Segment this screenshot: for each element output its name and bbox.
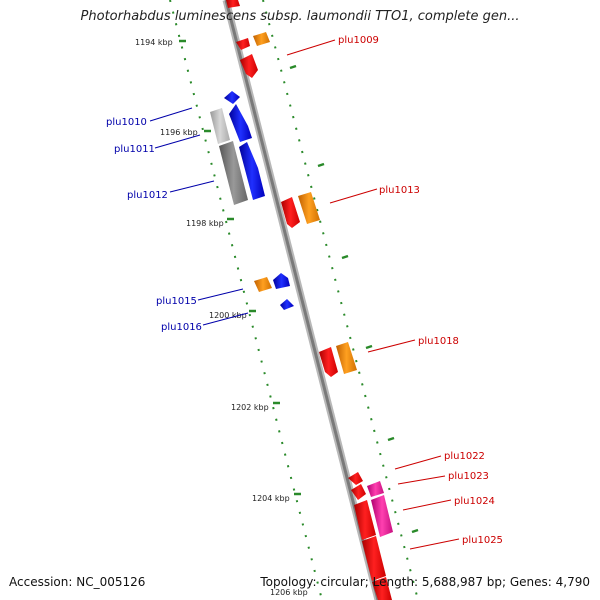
gene-arrow-plu1018-orange[interactable] [336, 342, 357, 374]
gene-arrow-blue-small[interactable] [224, 91, 240, 104]
gene-label-plu1015[interactable]: plu1015 [156, 296, 197, 307]
gene-arrow-plu1018-red[interactable] [319, 347, 338, 377]
gene-label-plu1013[interactable]: plu1013 [379, 185, 420, 196]
gene-label-plu1009[interactable]: plu1009 [338, 35, 379, 46]
reverse-strand-genes [210, 91, 294, 310]
label-leader-lines [149, 39, 460, 550]
gene-arrow-plu1011[interactable] [239, 142, 265, 200]
gene-arrow-plu1022[interactable] [348, 472, 363, 485]
gene-arrow-orange[interactable] [253, 32, 270, 46]
gene-label-plu1024[interactable]: plu1024 [454, 496, 495, 507]
outer-tick-track [169, 0, 419, 600]
kbp-label-1196: 1196 kbp [160, 128, 198, 137]
kbp-labels: 1194 kbp 1196 kbp 1198 kbp 1200 kbp 1202… [135, 38, 308, 597]
gene-arrow-plu1024-magenta[interactable] [371, 495, 393, 537]
gene-label-plu1018[interactable]: plu1018 [418, 336, 459, 347]
gene-arrow-plu1013-orange[interactable] [298, 192, 320, 224]
gene-arrow-red[interactable] [236, 38, 250, 50]
gene-arrow-plu1024-magenta-small[interactable] [367, 481, 384, 497]
accession-text: Accession: NC_005126 [9, 575, 146, 589]
gene-label-plu1025[interactable]: plu1025 [462, 535, 503, 546]
gene-arrow-plu1025b[interactable] [372, 577, 392, 600]
gene-arrow-plu1012-gray[interactable] [219, 141, 248, 205]
gene-label-plu1010[interactable]: plu1010 [106, 117, 147, 128]
kbp-label-1200: 1200 kbp [209, 311, 247, 320]
gene-arrow-plu1023[interactable] [351, 484, 366, 500]
gene-label-plu1012[interactable]: plu1012 [127, 190, 168, 201]
kbp-label-1198: 1198 kbp [186, 219, 224, 228]
gene-arrow-plu1010-blue[interactable] [229, 104, 252, 142]
kbp-label-1206: 1206 kbp [270, 588, 308, 597]
gene-label-plu1016[interactable]: plu1016 [161, 322, 202, 333]
gene-label-plu1022[interactable]: plu1022 [444, 451, 485, 462]
forward-strand-genes [226, 0, 393, 600]
gene-label-plu1011[interactable]: plu1011 [114, 144, 155, 155]
kbp-label-1194: 1194 kbp [135, 38, 173, 47]
major-ticks [179, 39, 419, 534]
kbp-label-1204: 1204 kbp [252, 494, 290, 503]
kbp-label-1202: 1202 kbp [231, 403, 269, 412]
gene-label-plu1023[interactable]: plu1023 [448, 471, 489, 482]
gene-arrow-plu1015-blue[interactable] [273, 273, 290, 289]
gene-arrow-plu1025[interactable] [362, 536, 386, 581]
gene-arrow-plu1015-orange[interactable] [254, 277, 272, 292]
genome-title: Photorhabdus luminescens subsp. laumondi… [80, 9, 520, 24]
gene-arrow-top-red[interactable] [226, 0, 240, 8]
gene-labels: plu1009 plu1010 plu1011 plu1012 plu1013 … [106, 35, 503, 546]
gene-arrow-plu1010[interactable] [210, 108, 230, 144]
gene-arrow-plu1009[interactable] [240, 54, 258, 78]
gene-arrow-plu1024-red[interactable] [354, 500, 376, 540]
genome-summary-text: Topology: circular; Length: 5,688,987 bp… [260, 575, 590, 589]
genome-backbone [222, 0, 382, 600]
gene-arrow-plu1013-red[interactable] [281, 197, 300, 228]
gene-arrow-plu1016[interactable] [280, 299, 294, 310]
